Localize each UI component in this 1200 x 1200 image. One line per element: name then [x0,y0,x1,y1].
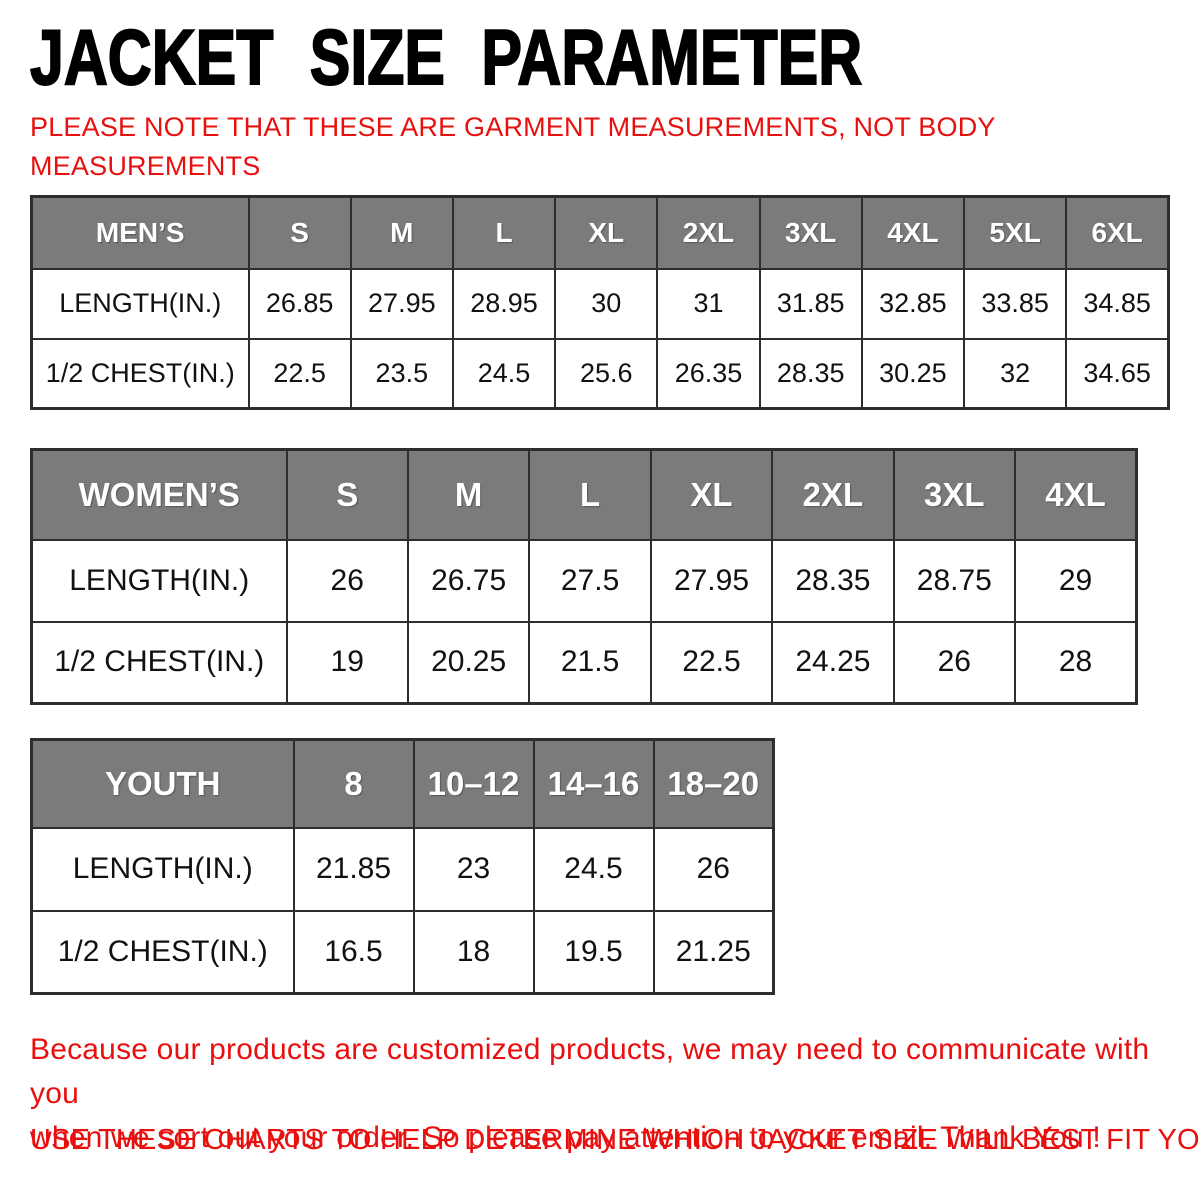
womens-size-header-2: L [528,448,652,541]
mens-value-r1-c3: 25.6 [554,337,659,410]
mens-header-row: MEN’S S M L XL 2XL 3XL 4XL 5XL 6XL [30,195,1170,270]
mens-value-r1-c6: 30.25 [860,337,966,410]
customization-notice: Because our products are customized prod… [30,1028,1170,1160]
youth-value-r0-c1: 23 [412,826,535,912]
customization-notice-line-2: when we sort out your order. So please p… [30,1121,1101,1154]
mens-size-header-7: 5XL [963,195,1068,270]
womens-value-r0-c1: 26.75 [406,538,531,623]
youth-value-r1-c2: 19.5 [532,909,655,995]
womens-value-r1-c0: 19 [285,620,409,705]
mens-value-r0-c3: 30 [554,267,659,340]
mens-size-header-5: 3XL [758,195,863,270]
mens-size-header-1: M [349,195,454,270]
mens-value-r1-c4: 26.35 [656,337,761,410]
mens-value-r0-c5: 31.85 [758,267,863,340]
youth-size-header-2: 14–16 [532,738,655,829]
womens-data-row-0: LENGTH(IN.) 26 26.75 27.5 27.95 28.35 28.75 29 [30,538,1138,623]
mens-value-r0-c8: 34.85 [1065,267,1170,340]
youth-row-label-0: LENGTH(IN.) [30,826,295,912]
mens-value-r1-c5: 28.35 [758,337,863,410]
mens-value-r0-c0: 26.85 [247,267,352,340]
womens-value-r0-c5: 28.75 [892,538,1017,623]
womens-size-header-5: 3XL [892,448,1017,541]
mens-group-header: MEN’S [30,195,250,270]
youth-table: YOUTH 8 10–12 14–16 18–20 LENGTH(IN.) 21.85 23 2… [30,738,775,995]
womens-value-r1-c5: 26 [892,620,1017,705]
mens-value-r0-c4: 31 [656,267,761,340]
womens-data-row-1: 1/2 CHEST(IN.) 19 20.25 21.5 22.5 24.25 26 28 [30,620,1138,705]
youth-value-r1-c0: 16.5 [292,909,415,995]
youth-size-header-3: 18–20 [652,738,775,829]
youth-size-header-1: 10–12 [412,738,535,829]
youth-data-row-1: 1/2 CHEST(IN.) 16.5 18 19.5 21.25 [30,909,775,995]
mens-size-header-4: 2XL [656,195,761,270]
womens-size-header-4: 2XL [771,448,895,541]
mens-size-header-2: L [451,195,557,270]
mens-value-r1-c2: 24.5 [451,337,557,410]
youth-header-row: YOUTH 8 10–12 14–16 18–20 [30,738,775,829]
youth-value-r0-c0: 21.85 [292,826,415,912]
youth-size-header-0: 8 [292,738,415,829]
mens-size-table: MEN’S S M L XL 2XL 3XL 4XL 5XL 6XL LENGTH(IN.) 26.8… [30,195,1170,410]
mens-size-header-6: 4XL [860,195,966,270]
womens-value-r1-c6: 28 [1014,620,1138,705]
mens-row-label-1: 1/2 CHEST(IN.) [30,337,250,410]
womens-row-label-0: LENGTH(IN.) [30,538,288,623]
mens-value-r0-c1: 27.95 [349,267,454,340]
youth-value-r1-c3: 21.25 [652,909,775,995]
womens-size-table: WOMEN’S S M L XL 2XL 3XL 4XL LENGTH(IN.) 26 26.75 2… [30,448,1138,705]
youth-size-table: YOUTH 8 10–12 14–16 18–20 LENGTH(IN.) 21.85 23 2… [30,738,775,995]
chart-usage-instruction: USE THESE CHARTS TO HELP DETERMINE WHICH… [30,1124,1200,1156]
womens-size-header-6: 4XL [1014,448,1138,541]
womens-row-label-1: 1/2 CHEST(IN.) [30,620,288,705]
mens-value-r1-c1: 23.5 [349,337,454,410]
youth-value-r0-c3: 26 [652,826,775,912]
mens-size-header-8: 6XL [1065,195,1170,270]
mens-data-row-1: 1/2 CHEST(IN.) 22.5 23.5 24.5 25.6 26.35 28.35… [30,337,1170,410]
note-line-2: MEASUREMENTS [30,151,261,182]
mens-table: MEN’S S M L XL 2XL 3XL 4XL 5XL 6XL LENGTH(IN.) 26.8… [30,195,1170,410]
youth-row-label-1: 1/2 CHEST(IN.) [30,909,295,995]
mens-value-r0-c7: 33.85 [963,267,1068,340]
womens-group-header: WOMEN’S [30,448,288,541]
womens-value-r0-c3: 27.95 [649,538,774,623]
page-title: JACKET SIZE PARAMETER [29,13,863,101]
womens-value-r1-c3: 22.5 [649,620,774,705]
womens-table: WOMEN’S S M L XL 2XL 3XL 4XL LENGTH(IN.) 26 26.75 2… [30,448,1138,705]
mens-value-r1-c0: 22.5 [247,337,352,410]
customization-notice-line-1: Because our products are customized prod… [30,1033,1150,1110]
womens-size-header-1: M [406,448,531,541]
mens-size-header-0: S [247,195,352,270]
womens-value-r0-c0: 26 [285,538,409,623]
womens-header-row: WOMEN’S S M L XL 2XL 3XL 4XL [30,448,1138,541]
youth-group-header: YOUTH [30,738,295,829]
womens-value-r1-c1: 20.25 [406,620,531,705]
mens-value-r0-c2: 28.95 [451,267,557,340]
mens-row-label-0: LENGTH(IN.) [30,267,250,340]
womens-value-r1-c2: 21.5 [528,620,652,705]
note-line-1: PLEASE NOTE THAT THESE ARE GARMENT MEASU… [30,112,996,142]
womens-value-r1-c4: 24.25 [771,620,895,705]
womens-size-header-3: XL [649,448,774,541]
womens-value-r0-c4: 28.35 [771,538,895,623]
womens-size-header-0: S [285,448,409,541]
mens-value-r1-c7: 32 [963,337,1068,410]
youth-data-row-0: LENGTH(IN.) 21.85 23 24.5 26 [30,826,775,912]
youth-value-r0-c2: 24.5 [532,826,655,912]
mens-size-header-3: XL [554,195,659,270]
womens-value-r0-c2: 27.5 [528,538,652,623]
mens-value-r1-c8: 34.65 [1065,337,1170,410]
garment-measurements-note: PLEASE NOTE THAT THESE ARE GARMENT MEASU… [30,108,996,186]
mens-data-row-0: LENGTH(IN.) 26.85 27.95 28.95 30 31 31.85 32.85… [30,267,1170,340]
womens-value-r0-c6: 29 [1014,538,1138,623]
youth-value-r1-c1: 18 [412,909,535,995]
mens-value-r0-c6: 32.85 [860,267,966,340]
